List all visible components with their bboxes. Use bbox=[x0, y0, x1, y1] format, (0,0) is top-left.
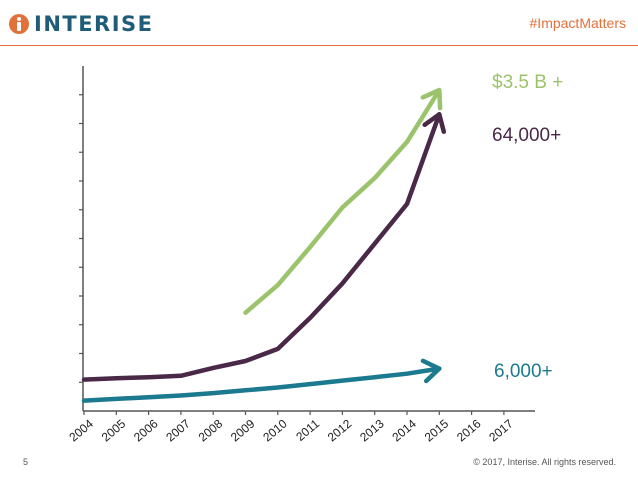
x-tick-label: 2005 bbox=[99, 416, 129, 444]
page-number: 5 bbox=[23, 457, 29, 467]
series-line bbox=[243, 87, 442, 315]
x-tick-label: 2017 bbox=[486, 416, 516, 444]
x-tick-label: 2004 bbox=[66, 416, 96, 444]
x-tick-label: 2013 bbox=[357, 416, 387, 444]
x-tick-label: 2009 bbox=[228, 416, 258, 444]
chart-lines bbox=[81, 87, 447, 403]
copyright-notice: © 2017, Interise. All rights reserved. bbox=[473, 457, 616, 467]
header: INTERISE #ImpactMatters bbox=[0, 0, 638, 46]
x-tick-label: 2016 bbox=[454, 416, 484, 444]
x-tick-label: 2010 bbox=[260, 416, 290, 444]
hashtag: #ImpactMatters bbox=[529, 15, 626, 31]
series-arrowhead bbox=[422, 112, 447, 134]
series-label: 6,000+ bbox=[494, 361, 553, 382]
series-label: $3.5 B + bbox=[492, 72, 563, 93]
header-divider bbox=[0, 45, 638, 46]
series-arrowhead bbox=[420, 87, 443, 111]
x-tick-label: 2012 bbox=[325, 416, 355, 444]
chart-x-tick-labels: 2004 2005 2006 2007 2008 2009 2010 2011 2012 2013… bbox=[66, 416, 516, 444]
interise-logo[interactable]: INTERISE bbox=[8, 12, 154, 36]
chart-axes bbox=[79, 66, 535, 415]
series-label: 64,000+ bbox=[492, 125, 561, 146]
x-tick-label: 2006 bbox=[131, 416, 161, 444]
x-tick-label: 2014 bbox=[389, 416, 419, 444]
interise-logo-icon bbox=[9, 14, 29, 34]
series-arrowhead bbox=[420, 358, 442, 384]
chart-series-labels: $3.5 B + 64,000+ 6,000+ bbox=[492, 72, 563, 382]
logo-text: INTERISE bbox=[34, 12, 154, 36]
x-tick-label: 2008 bbox=[196, 416, 226, 444]
series-line bbox=[81, 366, 442, 403]
x-tick-label: 2007 bbox=[163, 416, 193, 444]
x-tick-label: 2011 bbox=[293, 416, 322, 444]
series-line bbox=[81, 112, 442, 382]
x-tick-label: 2015 bbox=[422, 416, 452, 444]
